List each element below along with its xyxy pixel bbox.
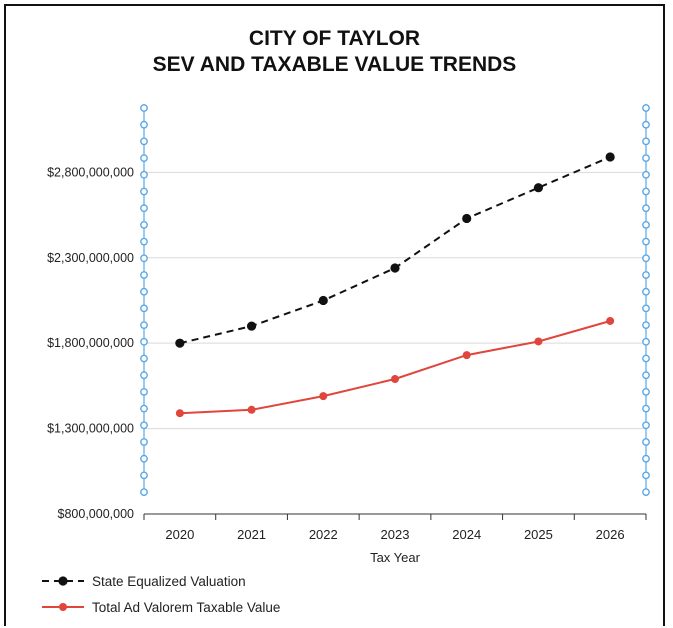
legend-label-1: Total Ad Valorem Taxable Value [92,600,280,615]
axis-handle-dot [642,187,650,196]
axis-handle-dot [642,438,650,446]
x-tick-label: 2024 [452,527,481,542]
axis-handle-dot [140,287,148,296]
axis-handle-dot [140,187,148,196]
axis-handle-dot [140,104,148,112]
data-point [462,213,472,224]
data-point [390,263,400,273]
axis-handle-dot [140,321,148,329]
axis-handle-dot [642,387,650,396]
legend-swatch-marker-1 [59,603,67,611]
axis-handle-dot [642,404,650,413]
axis-handle-dot [642,104,650,112]
data-point [533,183,544,193]
axis-handle-dot [642,371,650,380]
axis-handle-dot [642,170,650,179]
axis-handle-dot [642,354,650,363]
axis-handle-dot [140,204,148,213]
axis-handle-dot [140,404,148,413]
axis-handle-dot [642,287,650,296]
chart-title-line-1: CITY OF TAYLOR [248,27,421,50]
data-point [606,316,615,325]
data-point [391,375,399,384]
axis-handle-dot [642,204,650,213]
data-point [175,338,185,348]
axis-handle-dot [140,371,148,380]
axis-handle-dot [140,454,148,463]
axis-handle-dot [140,271,148,279]
axis-handle-dot [140,120,148,129]
axis-handle-dot [642,337,650,346]
axis-handle-dot [642,237,650,246]
axis-handle-dot [140,154,148,163]
axis-handle-dot [642,154,650,163]
y-tick-label: $2,300,000,000 [47,251,134,265]
y-tick-label: $1,300,000,000 [47,422,134,436]
axis-handle-dot [642,254,650,263]
series-line-1 [179,320,611,415]
series-line-0 [179,156,611,345]
data-point [247,405,256,414]
data-point [605,152,615,162]
axis-handle-dot [140,421,148,430]
data-point [319,392,328,401]
axis-handle-dot [140,237,148,246]
x-tick-label: 2025 [524,527,553,542]
y-tick-label: $2,800,000,000 [47,165,134,179]
data-point [246,321,257,331]
axis-handle-dot [140,137,148,146]
x-tick-label: 2023 [381,527,410,542]
y-tick-label: $1,800,000,000 [47,336,134,350]
axis-handle-dot [140,220,148,229]
axis-handle-dot [642,304,650,313]
axis-handle-dot [140,354,148,363]
axis-handle-dot [642,321,650,329]
x-axis-label: Tax Year [370,550,421,565]
x-tick-label: 2021 [237,527,266,542]
axis-handle-dot [642,120,650,129]
legend-swatch-marker-0 [58,576,68,586]
axis-handle-dot [140,438,148,446]
data-point [534,337,543,346]
chart-title: CITY OF TAYLOR SEV AND TAXABLE VALUE TRE… [6,26,663,78]
axis-handle-dot [140,488,148,496]
data-point [175,409,184,418]
chart-frame: CITY OF TAYLOR SEV AND TAXABLE VALUE TRE… [4,4,665,626]
axis-handle-dot [140,337,148,346]
legend-label-0: State Equalized Valuation [92,574,246,589]
x-tick-label: 2020 [165,527,194,542]
axis-handle-dot [140,304,148,313]
axis-handle-dot [642,471,650,480]
axis-handle-dot [642,454,650,463]
axis-handle-dot [140,254,148,263]
axis-handle-dot [642,220,650,229]
axis-handle-dot [140,387,148,396]
data-point [318,295,328,306]
chart-title-line-2: SEV AND TAXABLE VALUE TRENDS [152,53,517,76]
axis-handle-dot [642,421,650,430]
axis-handle-dot [140,471,148,480]
x-tick-label: 2022 [309,527,338,542]
axis-handle-dot [642,137,650,146]
axis-handle-dot [140,170,148,179]
x-tick-label: 2026 [596,527,625,542]
data-point [462,351,471,360]
axis-handle-dot [642,488,650,496]
y-tick-label: $800,000,000 [58,507,135,521]
axis-handle-dot [642,271,650,279]
